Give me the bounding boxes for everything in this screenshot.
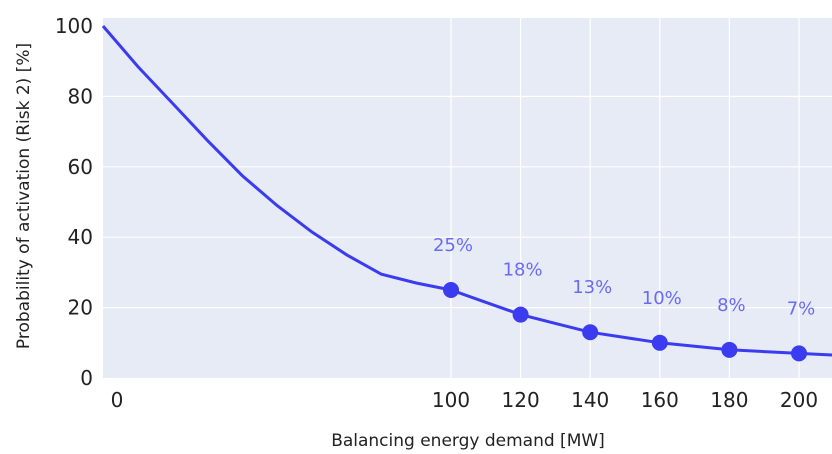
data-point [651,334,668,351]
axis-ticks: 0 20 40 60 80 100 0 100 120 140 160 180 200 [55,14,818,412]
data-point [582,324,599,341]
x-axis-title: Balancing energy demand [MW] [331,431,605,451]
plot-area [103,18,832,378]
x-tick-label: 180 [710,388,748,412]
data-label: 13% [572,277,612,298]
data-label: 18% [503,260,543,281]
data-point [791,345,807,362]
data-label: 7% [787,298,816,319]
data-point [512,306,529,323]
x-tick-label: 160 [641,388,679,412]
y-tick-label: 100 [55,14,93,38]
data-points [443,282,807,362]
y-tick-label: 0 [80,366,93,390]
data-label: 25% [433,235,473,256]
y-axis-title: Probability of activation (Risk 2) [%] [14,43,34,349]
grid-lines [103,18,832,378]
x-tick-label: 120 [502,388,540,412]
data-point [721,341,738,358]
x-tick-label: 0 [111,388,124,412]
x-tick-label: 200 [780,388,818,412]
x-tick-label: 100 [432,388,470,412]
y-tick-label: 60 [68,155,93,179]
data-label: 8% [717,295,746,316]
y-tick-label: 40 [68,225,93,249]
probability-line [101,25,832,357]
y-tick-label: 80 [68,84,93,108]
y-tick-label: 20 [68,296,93,320]
data-labels: 25% 18% 13% 10% 8% 7% [433,235,815,319]
data-point [443,282,459,298]
data-label: 10% [642,288,682,309]
x-tick-label: 140 [571,388,609,412]
